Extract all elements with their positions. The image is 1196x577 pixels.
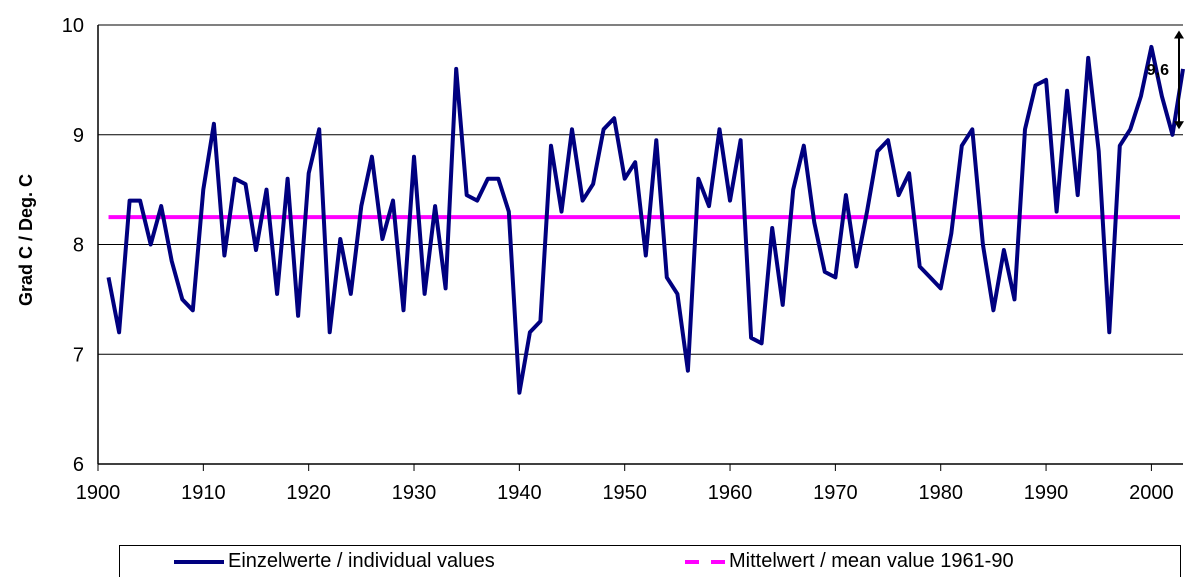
- arrow-head-up: [1174, 30, 1184, 39]
- legend-label-mean-value: Mittelwert / mean value 1961-90: [729, 550, 1014, 572]
- x-tick-label: 1930: [392, 482, 437, 504]
- y-tick-label: 9: [73, 125, 84, 147]
- legend-swatch-solid: [174, 559, 224, 564]
- legend: Einzelwerte / individual values Mittelwe…: [119, 545, 1181, 577]
- x-axis-tick-labels: 1900 1910 1920 1930 1940 1950 1960 1970 1980 1990…: [76, 482, 1174, 504]
- x-tick-label: 1910: [181, 482, 226, 504]
- x-axis-ticks: [97, 464, 1152, 471]
- y-axis-tick-labels: 6 7 8 9 10: [62, 15, 84, 476]
- x-tick-label: 1950: [602, 482, 647, 504]
- y-axis-label: Grad C / Deg. C: [16, 174, 36, 306]
- y-tick-label: 10: [62, 15, 84, 37]
- x-tick-label: 1920: [286, 482, 331, 504]
- y-tick-label: 8: [73, 235, 84, 257]
- x-tick-label: 2000: [1129, 482, 1174, 504]
- x-tick-label: 1980: [918, 482, 963, 504]
- x-tick-label: 1990: [1024, 482, 1069, 504]
- annotation-arrow: [1174, 30, 1184, 130]
- x-tick-label: 1970: [813, 482, 858, 504]
- annotation-label: 9,6: [1147, 62, 1169, 79]
- y-tick-label: 7: [73, 344, 84, 366]
- legend-item-individual-values: Einzelwerte / individual values: [174, 550, 495, 573]
- arrow-head-down: [1174, 121, 1184, 130]
- legend-item-mean-value: Mittelwert / mean value 1961-90: [685, 550, 1014, 573]
- x-tick-label: 1900: [76, 482, 121, 504]
- y-tick-label: 6: [73, 454, 84, 476]
- legend-swatch-dashed: [685, 559, 725, 564]
- x-tick-label: 1960: [708, 482, 753, 504]
- individual-values-line: [106, 44, 1185, 395]
- x-tick-label: 1940: [497, 482, 542, 504]
- horizontal-gridlines: [98, 24, 1183, 355]
- legend-label-individual-values: Einzelwerte / individual values: [228, 550, 495, 572]
